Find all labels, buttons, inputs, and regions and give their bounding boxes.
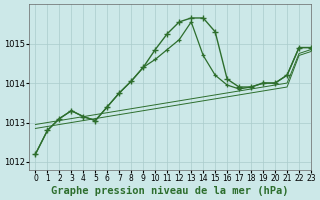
X-axis label: Graphe pression niveau de la mer (hPa): Graphe pression niveau de la mer (hPa) [52,186,289,196]
